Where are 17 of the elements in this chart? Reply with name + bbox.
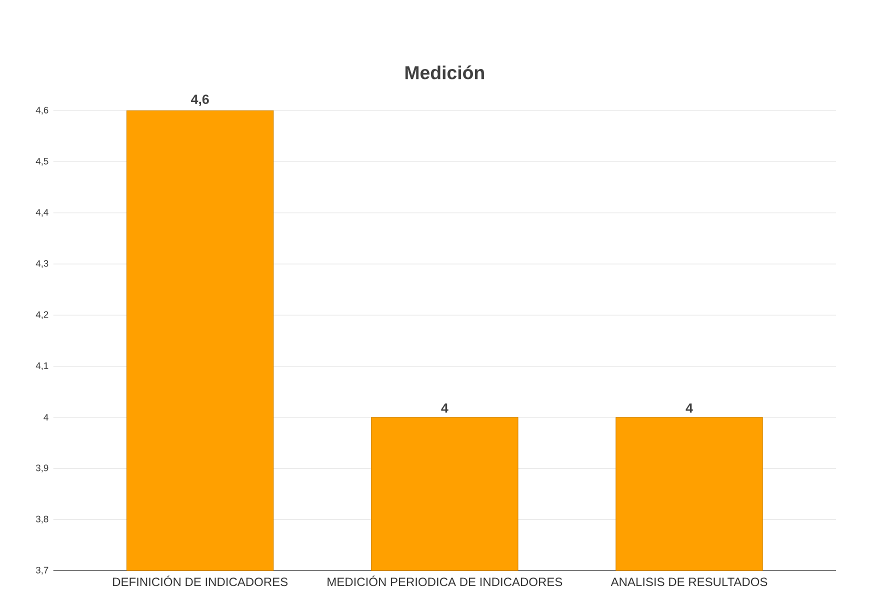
y-tick-label: 4,3 [36, 260, 48, 268]
x-tick-label: DEFINICIÓN DE INDICADORES [113, 576, 288, 586]
y-tick-label: 4,4 [36, 209, 48, 217]
x-tick-label: ANALISIS DE RESULTADOS [610, 578, 768, 586]
y-tick-label: 4,5 [36, 158, 48, 166]
chart-title: Medición [405, 65, 484, 80]
y-tick-label: 4 [44, 414, 48, 421]
data-label: 4 [686, 403, 693, 413]
y-tick-label: 4,6 [36, 106, 48, 115]
x-tick-label: MEDICIÓN PERIODICA DE INDICADORES [328, 576, 562, 586]
y-tick-label: 4,1 [36, 362, 48, 370]
y-tick-label: 3,9 [36, 464, 48, 472]
data-label: 4 [441, 403, 448, 413]
y-tick-label: 3,7 [36, 566, 48, 575]
y-tick-label: 3,8 [36, 516, 48, 524]
data-label: 4,6 [191, 94, 209, 106]
y-tick-label: 4,2 [36, 311, 48, 319]
